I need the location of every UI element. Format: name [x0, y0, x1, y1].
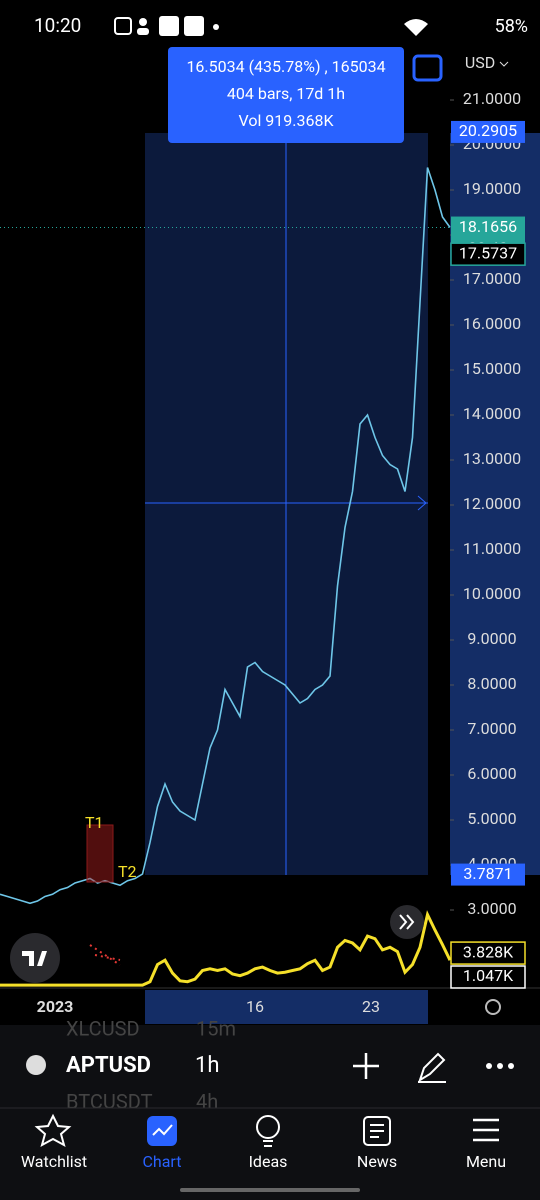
battery: 58%: [495, 16, 528, 37]
range-arrow: [417, 495, 427, 511]
status-icons: [114, 16, 428, 36]
more-button[interactable]: [486, 1063, 514, 1069]
nav-label[interactable]: Ideas: [249, 1152, 288, 1171]
bg-interval: 15m: [196, 1016, 236, 1040]
y-tick-label: 3.0000: [467, 899, 516, 918]
y-tick-label: 16.0000: [463, 314, 521, 333]
x-tick-label: 16: [246, 997, 264, 1016]
status-time: 10:20: [34, 14, 81, 37]
scroll-icon: [399, 914, 415, 930]
tv-logo[interactable]: [10, 933, 60, 983]
tooltip-line: Vol 919.368K: [238, 111, 334, 130]
tooltip: [168, 47, 404, 143]
y-tick-label: 9.0000: [467, 629, 516, 648]
news-icon: [363, 1116, 391, 1146]
time-axis-range: [145, 990, 428, 1024]
volume-label: 1.047K: [463, 966, 514, 985]
home-indicator: [180, 1188, 360, 1192]
symbol-flag: [26, 1055, 46, 1075]
y-tick-label: 8.0000: [467, 674, 516, 693]
y-tick-label: 12.0000: [463, 494, 521, 513]
annotation: T1: [85, 813, 104, 832]
currency[interactable]: USD: [465, 53, 495, 72]
ideas-icon: [256, 1115, 280, 1139]
price-line: [0, 167, 451, 905]
bg-interval: 4h: [196, 1089, 218, 1113]
y-tick-label: 19.0000: [463, 179, 521, 198]
price-label: 3.7871: [463, 864, 512, 883]
volume-label: 3.828K: [463, 942, 514, 961]
price-label: 17.5737: [459, 243, 517, 262]
interval[interactable]: 1h: [195, 1053, 219, 1078]
tooltip-line: 16.5034 (435.78%) , 165034: [186, 57, 385, 76]
y-tick-label: 14.0000: [463, 404, 521, 423]
nav-label[interactable]: Chart: [143, 1152, 182, 1171]
screenshot-button[interactable]: [412, 54, 443, 82]
add-button[interactable]: [353, 1053, 379, 1079]
chart-icon-line: [152, 1124, 173, 1136]
annotation-box: [86, 824, 114, 883]
y-tick-label: 10.0000: [463, 584, 521, 603]
nav-label[interactable]: Watchlist: [21, 1152, 87, 1171]
plot: 3.00004.00005.00006.00007.00008.00009.00…: [0, 89, 526, 1016]
y-tick-label: 11.0000: [463, 539, 521, 558]
x-tick-label: 23: [362, 997, 380, 1016]
y-tick-label: 15.0000: [463, 359, 521, 378]
y-tick-label: 6.0000: [467, 764, 516, 783]
menu-icon: [473, 1118, 499, 1142]
tv-logo-mark: [22, 951, 47, 966]
bottom-panel: [0, 1025, 540, 1200]
price-label: 20.2905: [459, 121, 517, 140]
watchlist-icon: [34, 1113, 72, 1148]
draw-button[interactable]: [418, 1052, 446, 1083]
nav-label[interactable]: News: [357, 1152, 397, 1171]
ideas-icon-base: [263, 1140, 273, 1147]
bg-symbol: XLCUSD: [66, 1016, 140, 1040]
symbol[interactable]: APTUSD: [66, 1053, 151, 1078]
y-tick-label: 17.0000: [463, 269, 521, 288]
volume-label-box: [450, 965, 526, 989]
price-label-box: [451, 120, 525, 143]
y-tick-label: 5.0000: [467, 809, 516, 828]
y-tick-label: 13.0000: [463, 449, 521, 468]
news-icon-lines: [370, 1124, 384, 1138]
nav-label[interactable]: Menu: [466, 1152, 506, 1171]
x-tick-label: 2023: [37, 997, 74, 1016]
price-label-box: [451, 863, 525, 886]
annotation: T2: [118, 862, 137, 881]
price-label: 18.1656: [459, 217, 517, 236]
price-label-box: [450, 242, 526, 266]
y-tick-label: 7.0000: [467, 719, 516, 738]
tooltip-line: 404 bars, 17d 1h: [227, 84, 345, 103]
currency-caret: [499, 61, 509, 67]
settings-button[interactable]: [485, 999, 501, 1015]
volume-label-box: [450, 941, 526, 965]
drawing: [89, 944, 121, 966]
y-tick-label: 21.0000: [463, 89, 521, 108]
bg-symbol: BTCUSDT: [66, 1089, 153, 1113]
volume-line: [0, 910, 452, 987]
